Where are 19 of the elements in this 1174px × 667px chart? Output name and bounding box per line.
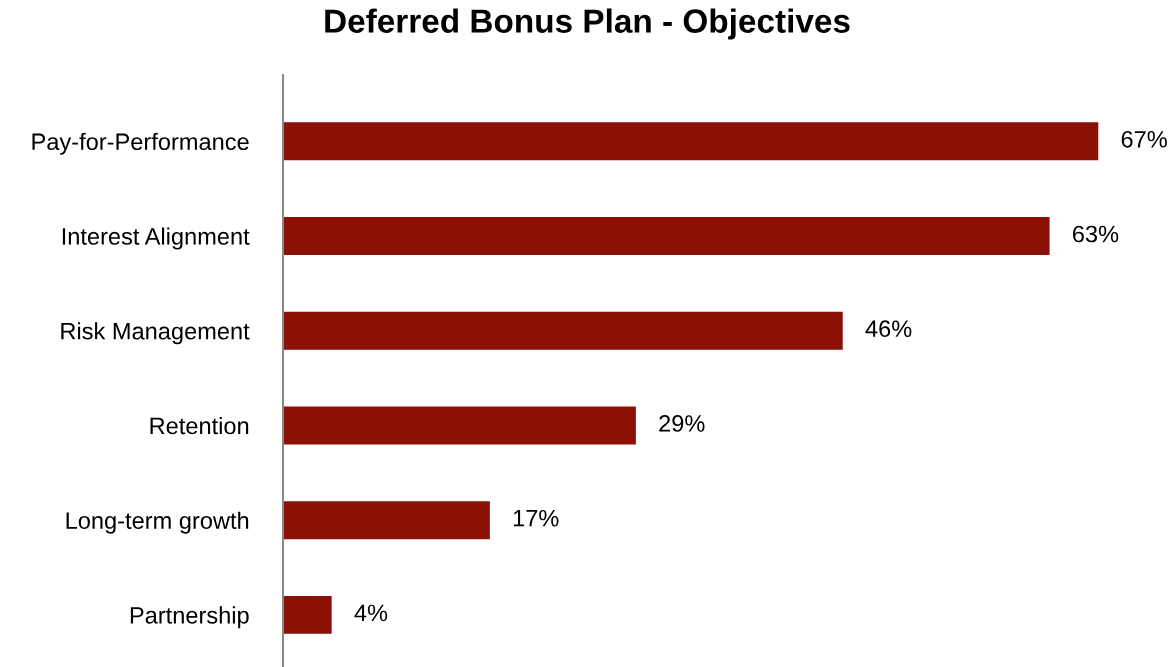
y-tick-label: Risk Management [61,322,250,345]
data-label: 63% [1073,225,1119,243]
data-label: 17% [513,509,559,527]
bar [283,311,843,350]
y-tick-label: Long-term growth [66,511,249,534]
bar [283,595,332,634]
bar [283,217,1050,255]
bar [283,122,1099,161]
bar [283,406,636,445]
data-label: 46% [865,320,912,338]
chart-title: Deferred Bonus Plan - Objectives [325,8,850,40]
data-label: 29% [659,415,705,432]
y-tick-label: Pay-for-Performance [32,132,249,155]
data-label: 67% [1121,130,1167,148]
data-label: 4% [354,604,388,622]
bar [283,501,490,540]
y-tick-label: Retention [150,416,249,435]
y-tick-label: Interest Alignment [62,227,250,250]
y-tick-label: Partnership [130,606,249,629]
